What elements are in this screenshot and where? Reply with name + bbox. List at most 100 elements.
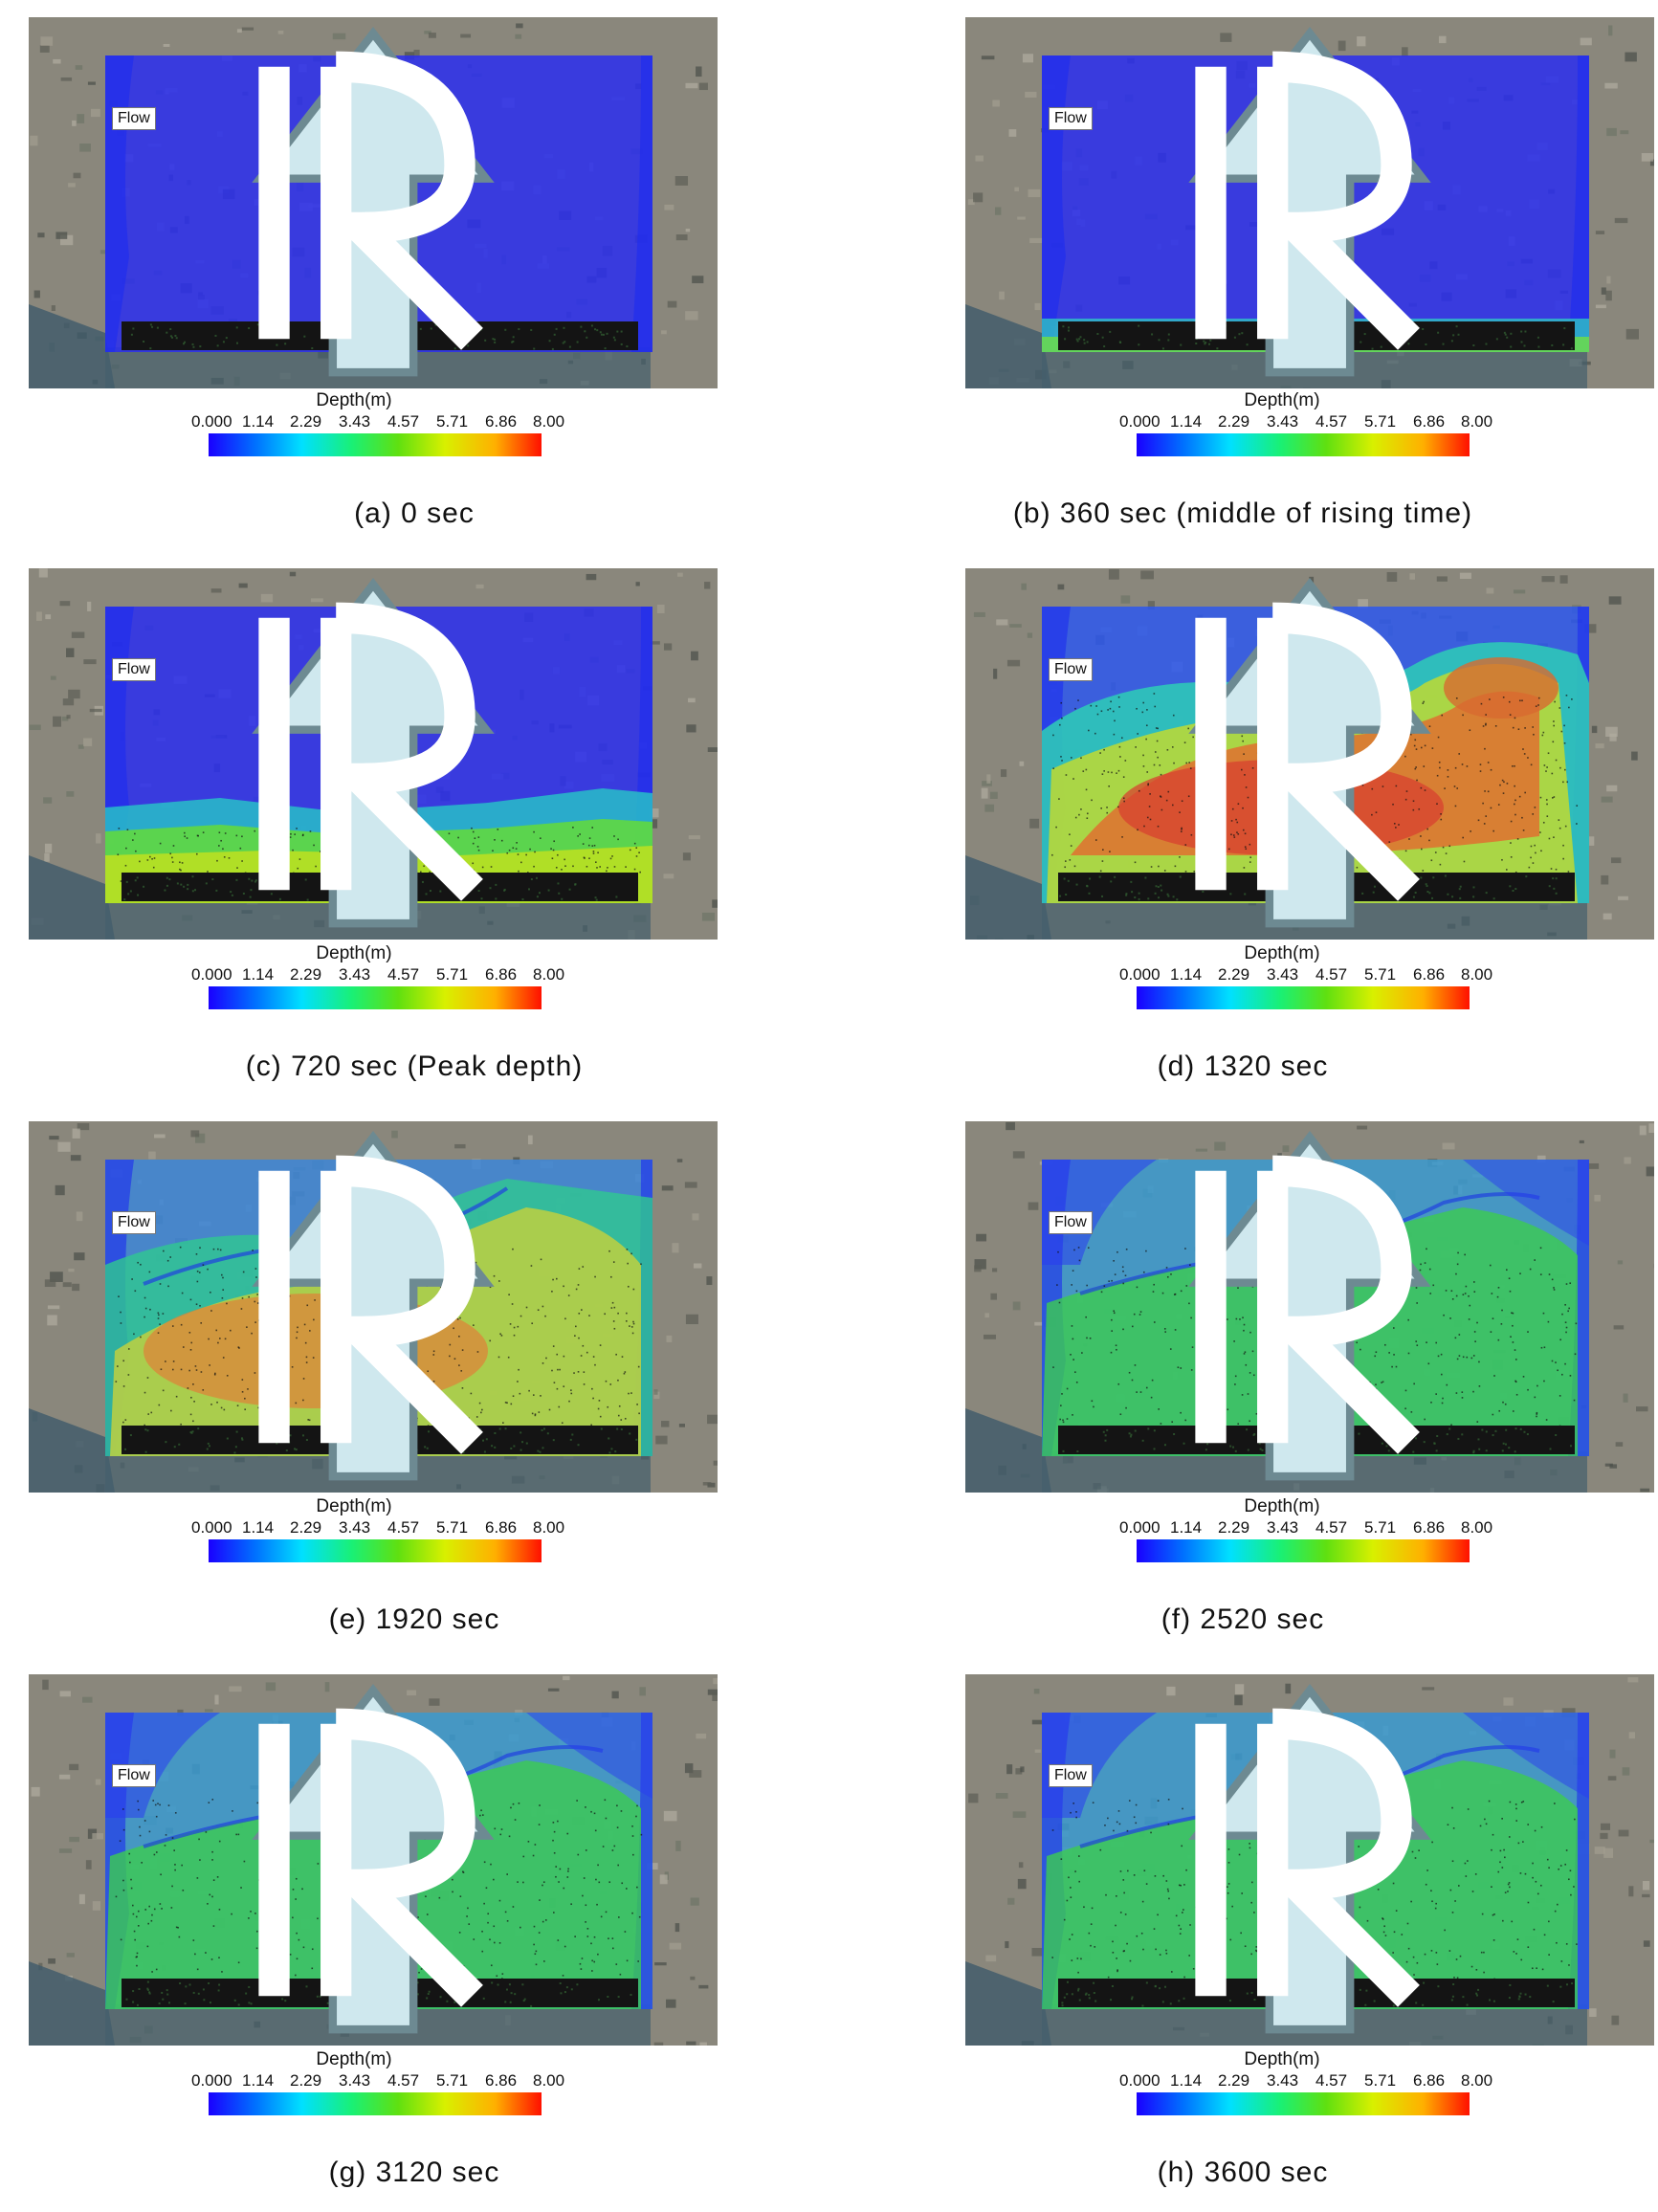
legend-tick-label: 4.57 [387, 412, 419, 431]
legend-tick-label: 4.57 [1315, 1518, 1347, 1537]
inundation-map: Flow [965, 17, 1654, 388]
panel-caption: (f) 2520 sec [829, 1604, 1657, 1636]
legend-tick-label: 6.86 [1413, 412, 1445, 431]
panel-caption: (d) 1320 sec [829, 1051, 1657, 1083]
legend-tick-label: 1.14 [242, 2071, 274, 2090]
inundation-map: Flow [29, 1121, 718, 1493]
legend-tick-label: 2.29 [1218, 1518, 1249, 1537]
legend-tick-label: 4.57 [387, 1518, 419, 1537]
legend-tick-label: 5.71 [1364, 965, 1396, 984]
legend-tick-label: 4.57 [1315, 965, 1347, 984]
legend-tick-label: 2.29 [290, 1518, 321, 1537]
panel-caption: (e) 1920 sec [0, 1604, 829, 1636]
legend-colorbar [1137, 2092, 1470, 2115]
legend-tick-label: 3.43 [339, 965, 370, 984]
panel-caption: (c) 720 sec (Peak depth) [0, 1051, 829, 1083]
legend-tick-label: 2.29 [290, 412, 321, 431]
inundation-map: Flow [29, 568, 718, 940]
legend-tick-label: 6.86 [485, 965, 517, 984]
legend-title: Depth(m) [191, 1496, 517, 1517]
legend-tick-label: 5.71 [436, 965, 468, 984]
legend-tick-label: 5.71 [1364, 1518, 1396, 1537]
legend-tick-label: 6.86 [485, 2071, 517, 2090]
inundation-map: Flow [965, 568, 1654, 940]
legend-tick-label: 2.29 [290, 2071, 321, 2090]
legend-colorbar [209, 1539, 542, 1562]
legend-tick-label: 3.43 [1267, 965, 1298, 984]
legend-tick-label: 3.43 [1267, 2071, 1298, 2090]
legend-tick-label: 0.000 [191, 412, 232, 431]
legend-title: Depth(m) [1119, 2049, 1445, 2070]
legend-tick-label: 2.29 [1218, 965, 1249, 984]
legend-title: Depth(m) [1119, 943, 1445, 964]
legend-tick-label: 8.00 [1461, 412, 1492, 431]
legend-tick-label: 4.57 [1315, 2071, 1347, 2090]
legend-title: Depth(m) [191, 390, 517, 411]
legend-tick-label: 8.00 [533, 2071, 564, 2090]
legend-colorbar [1137, 986, 1470, 1009]
legend-colorbar [209, 986, 542, 1009]
legend-tick-label: 0.000 [1119, 1518, 1161, 1537]
legend-tick-label: 3.43 [339, 2071, 370, 2090]
legend-colorbar [209, 2092, 542, 2115]
legend-tick-label: 0.000 [191, 965, 232, 984]
legend-tick-label: 4.57 [1315, 412, 1347, 431]
logo-icon [29, 568, 718, 940]
legend-tick-label: 6.86 [485, 412, 517, 431]
legend-tick-label: 5.71 [436, 2071, 468, 2090]
inundation-map: Flow [965, 1121, 1654, 1493]
legend-tick-label: 3.43 [1267, 412, 1298, 431]
legend-tick-label: 0.000 [1119, 412, 1161, 431]
legend-tick-label: 4.57 [387, 2071, 419, 2090]
legend-tick-label: 6.86 [1413, 2071, 1445, 2090]
legend-colorbar [209, 433, 542, 456]
logo-icon [965, 568, 1654, 940]
logo-icon [29, 1674, 718, 2046]
legend-colorbar [1137, 433, 1470, 456]
legend-tick-label: 1.14 [1170, 965, 1202, 984]
panel-caption: (h) 3600 sec [829, 2157, 1657, 2189]
legend-tick-label: 1.14 [242, 412, 274, 431]
legend-tick-label: 8.00 [533, 1518, 564, 1537]
legend-tick-label: 8.00 [1461, 1518, 1492, 1537]
legend-tick-label: 1.14 [1170, 412, 1202, 431]
legend-tick-label: 2.29 [1218, 2071, 1249, 2090]
legend-tick-label: 8.00 [1461, 965, 1492, 984]
legend-title: Depth(m) [1119, 390, 1445, 411]
panel-caption: (g) 3120 sec [0, 2157, 829, 2189]
legend-colorbar [1137, 1539, 1470, 1562]
logo-icon [965, 17, 1654, 388]
legend-tick-label: 1.14 [1170, 1518, 1202, 1537]
legend-tick-label: 3.43 [339, 412, 370, 431]
legend-tick-label: 2.29 [290, 965, 321, 984]
legend-tick-label: 5.71 [1364, 412, 1396, 431]
inundation-map: Flow [29, 17, 718, 388]
legend-tick-label: 0.000 [1119, 965, 1161, 984]
inundation-map: Flow [965, 1674, 1654, 2046]
logo-icon [965, 1674, 1654, 2046]
legend-tick-label: 0.000 [1119, 2071, 1161, 2090]
legend-tick-label: 3.43 [339, 1518, 370, 1537]
legend-tick-label: 6.86 [1413, 1518, 1445, 1537]
legend-tick-label: 1.14 [1170, 2071, 1202, 2090]
legend-title: Depth(m) [1119, 1496, 1445, 1517]
legend-tick-label: 5.71 [436, 1518, 468, 1537]
